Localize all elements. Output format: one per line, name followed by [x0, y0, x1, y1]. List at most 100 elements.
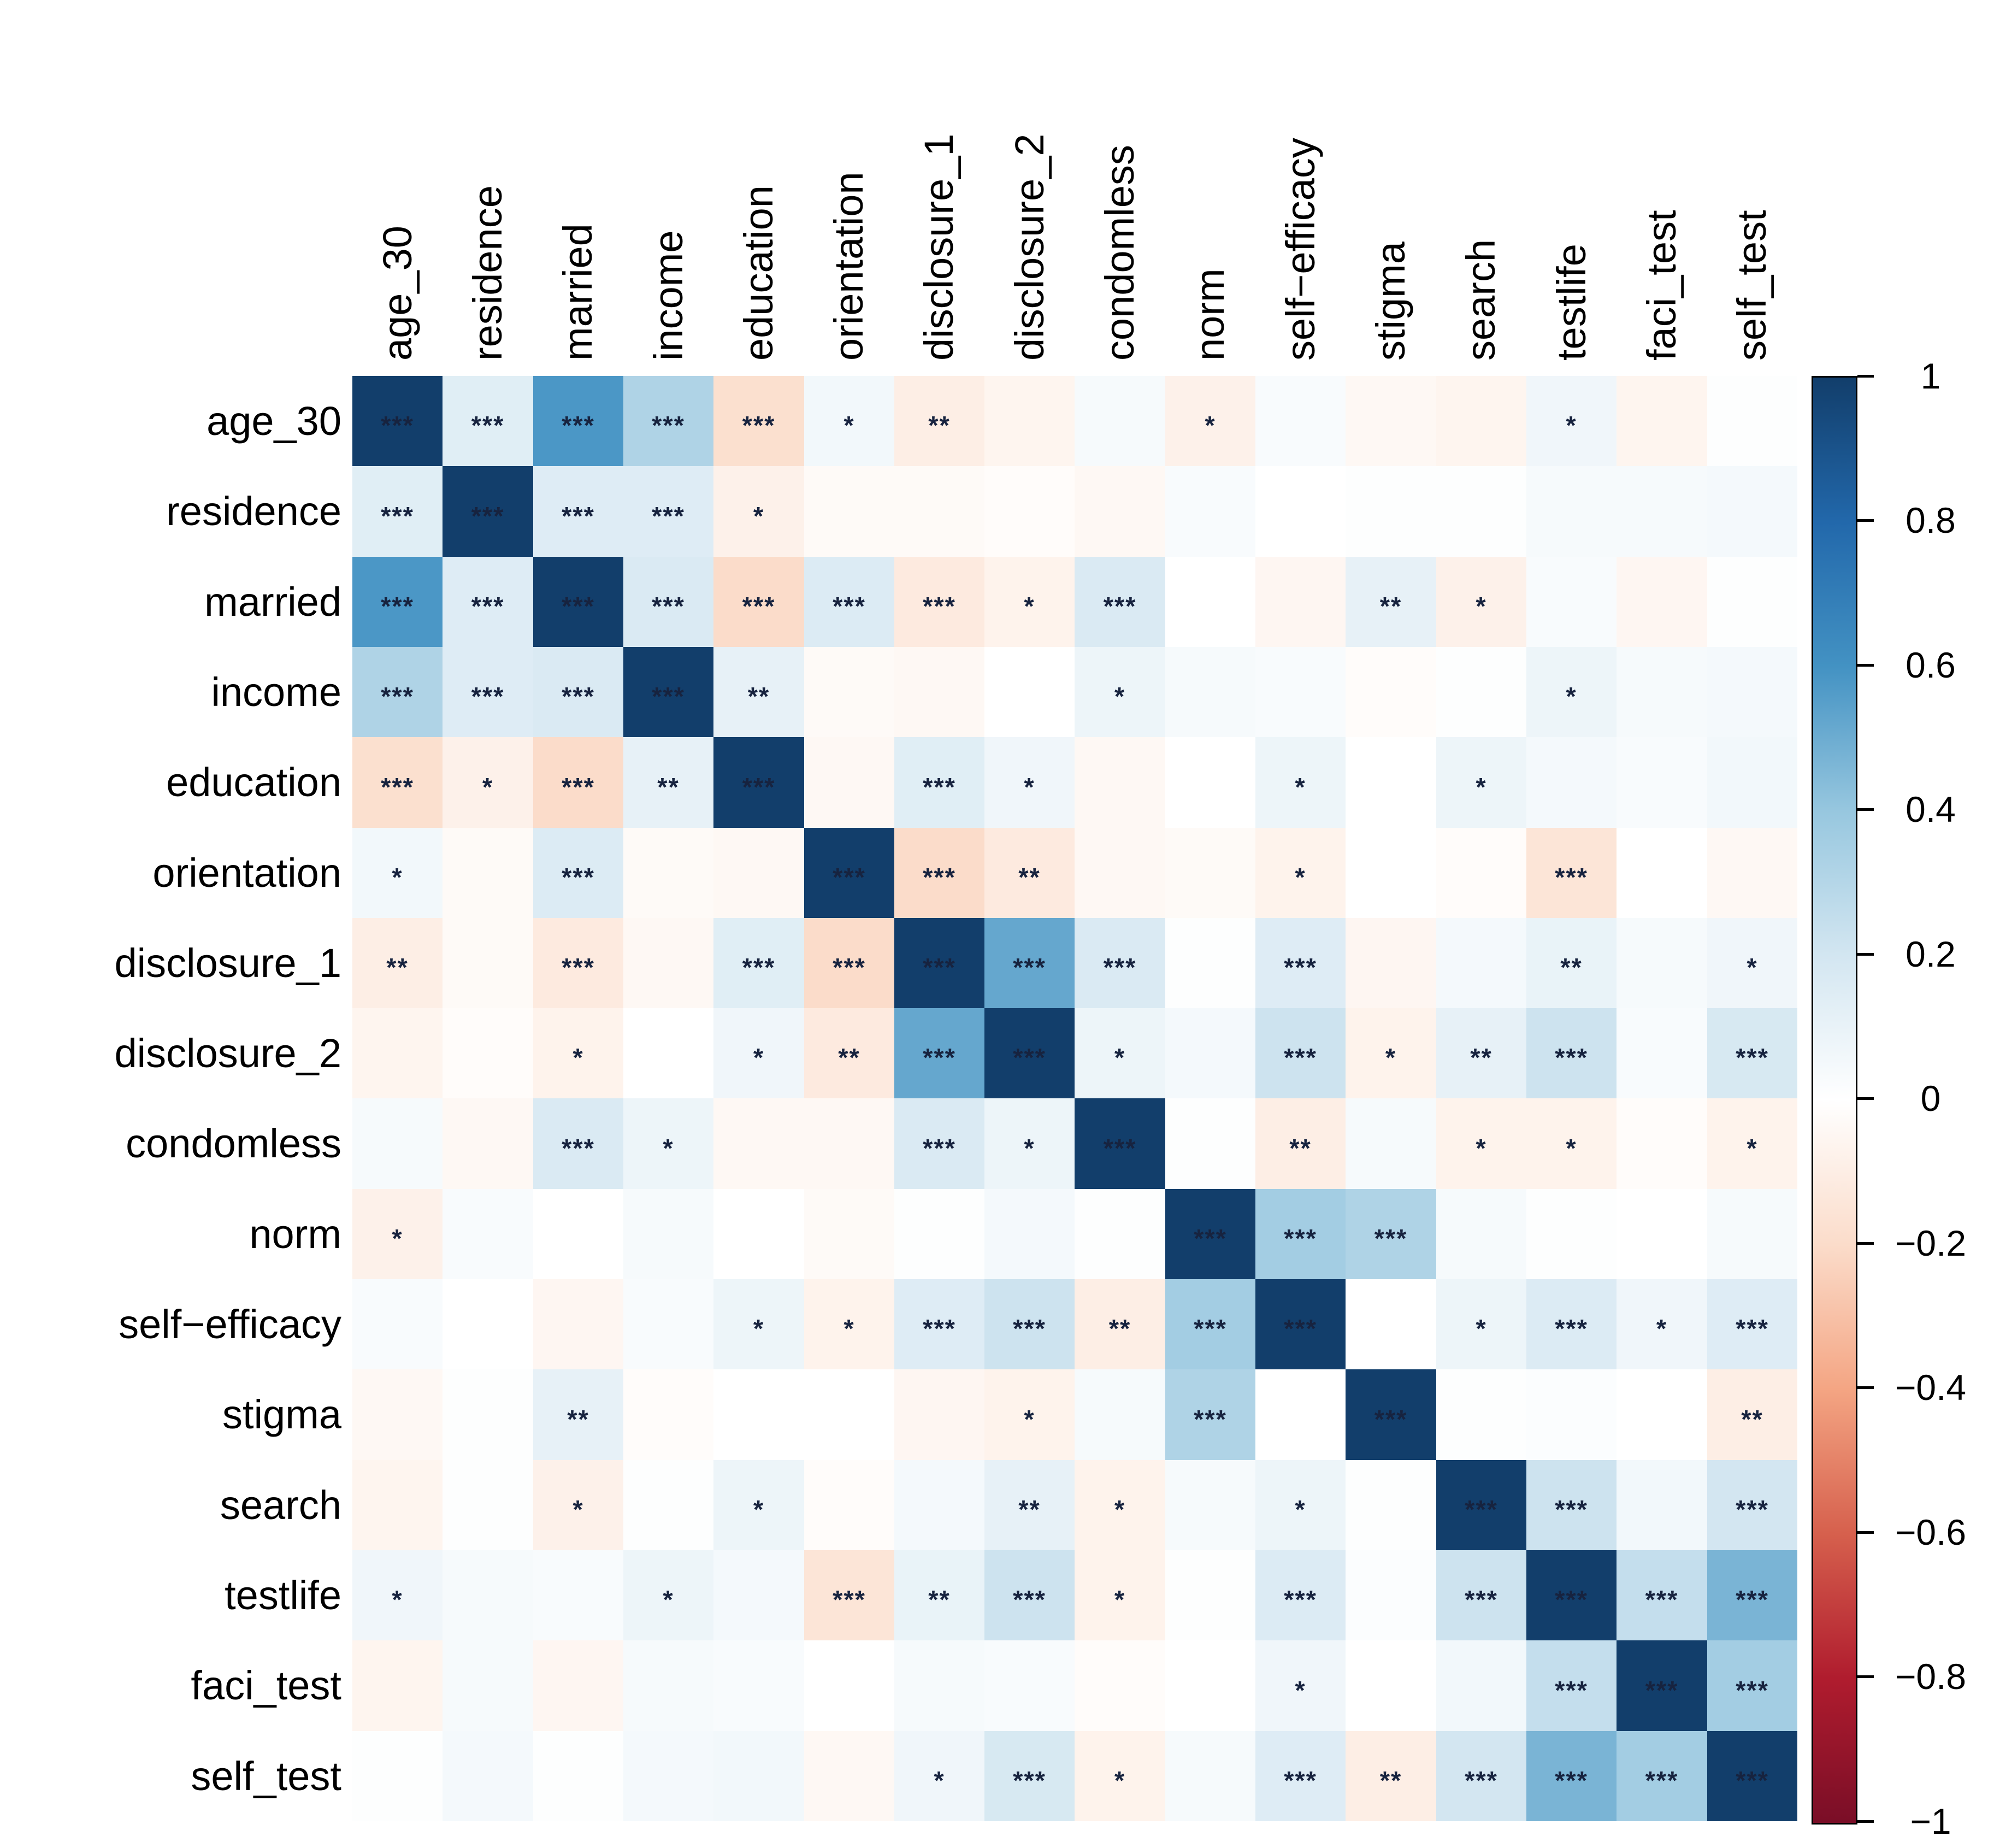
heatmap-cell-education-self_test [1707, 737, 1797, 828]
row-label-testlife: testlife [225, 1573, 341, 1618]
heatmap-cell-stigma-disclosure_1 [894, 1369, 984, 1460]
heatmap-cell-orientation-faci_test [1617, 828, 1707, 918]
significance-stars: ** [657, 772, 680, 802]
col-label-disclosure_1: disclosure_1 [916, 133, 961, 361]
col-label-married: married [555, 223, 600, 361]
row-label-faci_test: faci_test [191, 1663, 341, 1708]
row-label-self−efficacy: self−efficacy [119, 1302, 341, 1347]
heatmap-cell-faci_test-search [1436, 1640, 1526, 1731]
significance-stars: *** [1194, 1223, 1227, 1253]
significance-stars: ** [386, 952, 409, 982]
heatmap-cell-condomless-education [713, 1098, 804, 1189]
heatmap-cell-search-condomless: * [1075, 1460, 1165, 1550]
heatmap-cell-orientation-condomless [1075, 828, 1165, 918]
heatmap-cell-stigma-norm: *** [1165, 1369, 1255, 1460]
heatmap-cell-stigma-married: ** [533, 1369, 623, 1460]
heatmap-cell-residence-married: *** [533, 466, 623, 557]
heatmap-cell-faci_test-disclosure_2 [984, 1640, 1075, 1731]
heatmap-cell-stigma-condomless [1075, 1369, 1165, 1460]
heatmap-cell-married-self−efficacy [1255, 557, 1346, 647]
heatmap-cell-income-testlife: * [1526, 647, 1617, 737]
heatmap-cell-disclosure_2-married: * [533, 1008, 623, 1098]
significance-stars: *** [1103, 591, 1137, 621]
heatmap-cell-residence-age_30: *** [352, 466, 443, 557]
significance-stars: *** [923, 772, 956, 802]
significance-stars: *** [1555, 1314, 1588, 1343]
heatmap-cell-self_test-faci_test: *** [1617, 1731, 1707, 1821]
heatmap-cell-testlife-search: *** [1436, 1550, 1526, 1640]
heatmap-cell-disclosure_2-self−efficacy: *** [1255, 1008, 1346, 1098]
heatmap-cell-disclosure_2-faci_test [1617, 1008, 1707, 1098]
colorbar-tick [1857, 519, 1874, 522]
col-label-testlife: testlife [1549, 244, 1594, 361]
heatmap-cell-self_test-condomless: * [1075, 1731, 1165, 1821]
row-label-orientation: orientation [152, 850, 341, 896]
significance-stars: * [1476, 591, 1487, 621]
heatmap-cell-disclosure_1-income [623, 918, 713, 1008]
heatmap-cell-condomless-disclosure_2: * [984, 1098, 1075, 1189]
row-label-condomless: condomless [126, 1121, 341, 1166]
heatmap-cell-faci_test-age_30 [352, 1640, 443, 1731]
heatmap-cell-search-testlife: *** [1526, 1460, 1617, 1550]
heatmap-cell-age_30-disclosure_1: ** [894, 376, 984, 466]
significance-stars: *** [562, 501, 595, 531]
significance-stars: ** [1741, 1404, 1763, 1434]
significance-stars: * [1024, 591, 1035, 621]
heatmap-cell-disclosure_2-disclosure_1: *** [894, 1008, 984, 1098]
heatmap-cell-married-stigma: ** [1346, 557, 1436, 647]
significance-stars: *** [1013, 1765, 1046, 1795]
heatmap-cell-norm-orientation [804, 1189, 894, 1279]
heatmap-cell-self_test-search: *** [1436, 1731, 1526, 1821]
heatmap-cell-income-faci_test [1617, 647, 1707, 737]
heatmap-cell-norm-self_test [1707, 1189, 1797, 1279]
col-label-norm: norm [1187, 268, 1232, 361]
heatmap-cell-faci_test-residence [443, 1640, 533, 1731]
heatmap-cell-disclosure_1-norm [1165, 918, 1255, 1008]
significance-stars: *** [1284, 1765, 1317, 1795]
heatmap-cell-education-orientation [804, 737, 894, 828]
row-label-norm: norm [249, 1211, 341, 1257]
heatmap-cell-testlife-disclosure_1: ** [894, 1550, 984, 1640]
colorbar-tick-label: 1 [1920, 356, 1941, 396]
heatmap-cell-condomless-self−efficacy: ** [1255, 1098, 1346, 1189]
heatmap-cell-search-self_test: *** [1707, 1460, 1797, 1550]
heatmap-cell-education-faci_test [1617, 737, 1707, 828]
heatmap-cell-age_30-education: *** [713, 376, 804, 466]
heatmap-cell-orientation-search [1436, 828, 1526, 918]
heatmap-cell-married-norm [1165, 557, 1255, 647]
significance-stars: ** [747, 681, 770, 711]
heatmap-cell-education-stigma [1346, 737, 1436, 828]
significance-stars: *** [1194, 1404, 1227, 1434]
heatmap-cell-search-residence [443, 1460, 533, 1550]
significance-stars: *** [1013, 952, 1046, 982]
significance-stars: * [663, 1133, 674, 1163]
heatmap-cell-age_30-age_30: *** [352, 376, 443, 466]
significance-stars: * [1024, 772, 1035, 802]
heatmap-cell-faci_test-orientation [804, 1640, 894, 1731]
significance-stars: *** [562, 591, 595, 621]
significance-stars: * [753, 1494, 765, 1524]
heatmap-cell-condomless-stigma [1346, 1098, 1436, 1189]
colorbar-tick [1857, 953, 1874, 956]
significance-stars: ** [1379, 1765, 1402, 1795]
significance-stars: * [1476, 1133, 1487, 1163]
significance-stars: *** [1374, 1404, 1408, 1434]
significance-stars: *** [1736, 1585, 1769, 1614]
heatmap-cell-search-faci_test [1617, 1460, 1707, 1550]
heatmap-cell-married-disclosure_2: * [984, 557, 1075, 647]
colorbar-tick [1857, 1675, 1874, 1678]
heatmap-cell-disclosure_1-orientation: *** [804, 918, 894, 1008]
significance-stars: *** [1736, 1314, 1769, 1343]
significance-stars: *** [1013, 1314, 1046, 1343]
heatmap-cell-condomless-married: *** [533, 1098, 623, 1189]
heatmap-cell-residence-orientation [804, 466, 894, 557]
heatmap-cell-self−efficacy-faci_test: * [1617, 1279, 1707, 1369]
heatmap-cell-self−efficacy-residence [443, 1279, 533, 1369]
heatmap-cell-faci_test-faci_test: *** [1617, 1640, 1707, 1731]
heatmap-cell-disclosure_1-search [1436, 918, 1526, 1008]
heatmap-cell-income-income: *** [623, 647, 713, 737]
heatmap-cell-self_test-testlife: *** [1526, 1731, 1617, 1821]
heatmap-cell-residence-self−efficacy [1255, 466, 1346, 557]
heatmap-cell-stigma-education [713, 1369, 804, 1460]
heatmap-cell-orientation-norm [1165, 828, 1255, 918]
